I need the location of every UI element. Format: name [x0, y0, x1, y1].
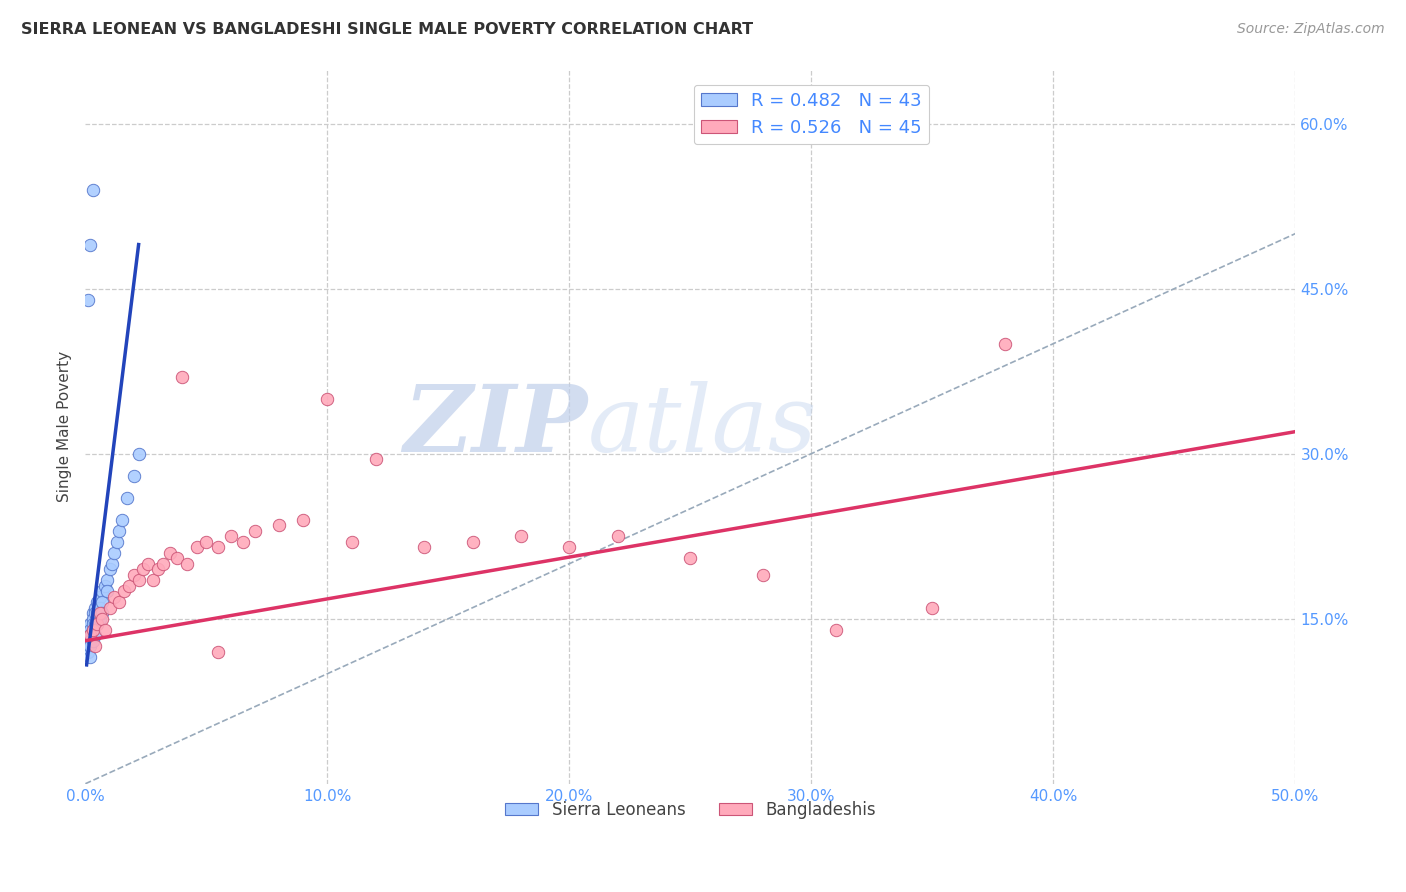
Point — [108, 595, 131, 609]
Point — [76, 293, 98, 307]
Point — [112, 584, 135, 599]
Point — [79, 628, 101, 642]
Point — [93, 623, 115, 637]
Point — [76, 633, 98, 648]
Point — [340, 534, 363, 549]
Point — [232, 534, 254, 549]
Point — [219, 529, 242, 543]
Point — [606, 529, 628, 543]
Point — [79, 623, 101, 637]
Point — [82, 623, 104, 637]
Point — [89, 590, 111, 604]
Point — [994, 336, 1017, 351]
Point — [413, 540, 436, 554]
Point — [89, 606, 111, 620]
Point — [86, 595, 108, 609]
Point — [84, 628, 107, 642]
Point — [108, 524, 131, 538]
Point — [510, 529, 533, 543]
Point — [79, 628, 101, 642]
Point — [91, 595, 114, 609]
Point — [101, 557, 124, 571]
Point — [243, 524, 266, 538]
Point — [292, 513, 315, 527]
Point — [679, 551, 702, 566]
Point — [82, 612, 104, 626]
Legend: Sierra Leoneans, Bangladeshis: Sierra Leoneans, Bangladeshis — [498, 794, 883, 825]
Point — [84, 617, 107, 632]
Point — [79, 639, 101, 653]
Point — [86, 617, 108, 632]
Point — [89, 600, 111, 615]
Point — [89, 612, 111, 626]
Point — [152, 557, 174, 571]
Point — [98, 562, 121, 576]
Point — [82, 606, 104, 620]
Y-axis label: Single Male Poverty: Single Male Poverty — [58, 351, 72, 501]
Text: SIERRA LEONEAN VS BANGLADESHI SINGLE MALE POVERTY CORRELATION CHART: SIERRA LEONEAN VS BANGLADESHI SINGLE MAL… — [21, 22, 754, 37]
Point — [146, 562, 169, 576]
Point — [98, 600, 121, 615]
Point — [122, 567, 145, 582]
Point — [166, 551, 188, 566]
Point — [103, 546, 125, 560]
Point — [79, 650, 101, 665]
Point — [82, 633, 104, 648]
Point — [195, 534, 218, 549]
Point — [111, 513, 134, 527]
Text: ZIP: ZIP — [404, 381, 588, 471]
Point — [128, 447, 150, 461]
Point — [122, 468, 145, 483]
Point — [91, 612, 114, 626]
Point — [103, 590, 125, 604]
Point — [96, 573, 118, 587]
Point — [921, 600, 943, 615]
Point — [91, 584, 114, 599]
Point — [824, 623, 846, 637]
Point — [142, 573, 165, 587]
Point — [82, 617, 104, 632]
Point — [115, 491, 138, 505]
Point — [79, 617, 101, 632]
Point — [82, 183, 104, 197]
Point — [82, 623, 104, 637]
Point — [86, 606, 108, 620]
Point — [84, 600, 107, 615]
Point — [86, 617, 108, 632]
Point — [118, 579, 141, 593]
Point — [128, 573, 150, 587]
Point — [84, 639, 107, 653]
Point — [267, 518, 290, 533]
Point — [159, 546, 181, 560]
Point — [316, 392, 339, 406]
Point — [136, 557, 159, 571]
Point — [207, 645, 229, 659]
Point — [558, 540, 581, 554]
Point — [186, 540, 208, 554]
Point — [96, 584, 118, 599]
Point — [79, 633, 101, 648]
Point — [76, 639, 98, 653]
Point — [207, 540, 229, 554]
Point — [364, 452, 387, 467]
Point — [76, 645, 98, 659]
Point — [752, 567, 775, 582]
Text: Source: ZipAtlas.com: Source: ZipAtlas.com — [1237, 22, 1385, 37]
Point — [79, 237, 101, 252]
Point — [91, 606, 114, 620]
Point — [84, 606, 107, 620]
Point — [105, 534, 128, 549]
Point — [176, 557, 198, 571]
Text: atlas: atlas — [588, 381, 817, 471]
Point — [461, 534, 484, 549]
Point — [93, 579, 115, 593]
Point — [76, 628, 98, 642]
Point — [172, 369, 194, 384]
Point — [132, 562, 155, 576]
